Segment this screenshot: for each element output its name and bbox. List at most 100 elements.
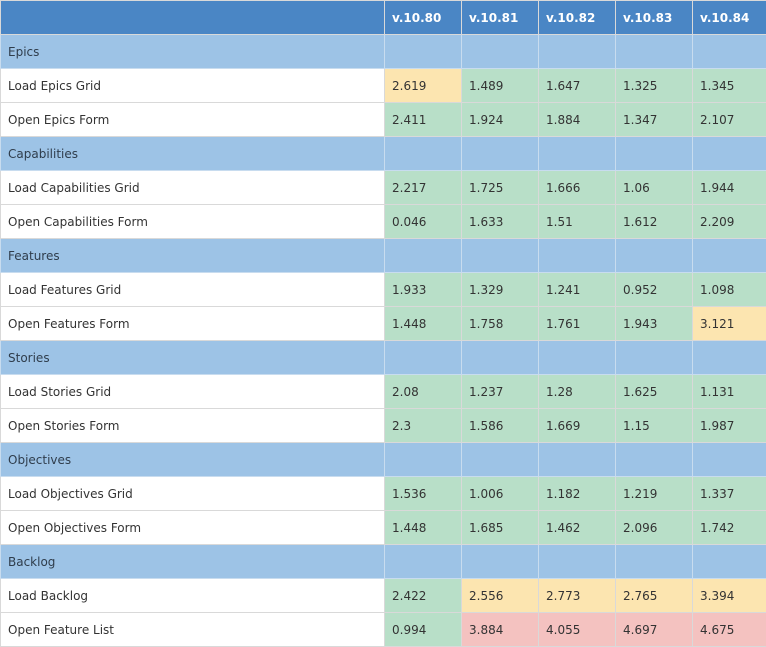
value-cell[interactable]: 2.209 [693, 205, 766, 239]
value-cell[interactable]: 1.329 [462, 273, 539, 307]
value-cell[interactable]: 2.619 [385, 69, 462, 103]
group-empty-cell [693, 341, 766, 375]
value-cell[interactable]: 1.536 [385, 477, 462, 511]
group-empty-cell [616, 137, 693, 171]
value-cell[interactable]: 1.345 [693, 69, 766, 103]
value-cell[interactable]: 1.924 [462, 103, 539, 137]
group-label: Backlog [1, 545, 385, 579]
group-empty-cell [385, 35, 462, 69]
value-cell[interactable]: 1.219 [616, 477, 693, 511]
value-cell[interactable]: 1.933 [385, 273, 462, 307]
value-cell[interactable]: 1.241 [539, 273, 616, 307]
value-cell[interactable]: 1.325 [616, 69, 693, 103]
value-cell[interactable]: 1.742 [693, 511, 766, 545]
value-cell[interactable]: 4.675 [693, 613, 766, 647]
value-cell[interactable]: 2.096 [616, 511, 693, 545]
column-header[interactable]: v.10.80 [385, 1, 462, 35]
group-empty-cell [693, 443, 766, 477]
value-cell[interactable]: 1.489 [462, 69, 539, 103]
value-cell[interactable]: 1.28 [539, 375, 616, 409]
column-header[interactable]: v.10.83 [616, 1, 693, 35]
group-row: Stories [1, 341, 766, 375]
value-cell[interactable]: 3.394 [693, 579, 766, 613]
value-cell[interactable]: 1.586 [462, 409, 539, 443]
group-row: Objectives [1, 443, 766, 477]
value-cell[interactable]: 1.669 [539, 409, 616, 443]
value-cell[interactable]: 1.448 [385, 307, 462, 341]
value-cell[interactable]: 1.761 [539, 307, 616, 341]
value-cell[interactable]: 3.884 [462, 613, 539, 647]
value-cell[interactable]: 2.422 [385, 579, 462, 613]
value-cell[interactable]: 2.765 [616, 579, 693, 613]
value-cell[interactable]: 0.994 [385, 613, 462, 647]
value-cell[interactable]: 2.411 [385, 103, 462, 137]
column-header[interactable]: v.10.84 [693, 1, 766, 35]
group-label: Stories [1, 341, 385, 375]
group-label: Features [1, 239, 385, 273]
value-cell[interactable]: 1.51 [539, 205, 616, 239]
group-empty-cell [385, 443, 462, 477]
header-row: v.10.80 v.10.81 v.10.82 v.10.83 v.10.84 [1, 1, 766, 35]
value-cell[interactable]: 1.347 [616, 103, 693, 137]
value-cell[interactable]: 1.943 [616, 307, 693, 341]
value-cell[interactable]: 1.098 [693, 273, 766, 307]
value-cell[interactable]: 2.3 [385, 409, 462, 443]
value-cell[interactable]: 4.055 [539, 613, 616, 647]
value-cell[interactable]: 1.666 [539, 171, 616, 205]
value-cell[interactable]: 2.773 [539, 579, 616, 613]
group-empty-cell [462, 35, 539, 69]
value-cell[interactable]: 0.046 [385, 205, 462, 239]
value-cell[interactable]: 1.758 [462, 307, 539, 341]
value-cell[interactable]: 1.237 [462, 375, 539, 409]
value-cell[interactable]: 1.006 [462, 477, 539, 511]
group-empty-cell [693, 137, 766, 171]
value-cell[interactable]: 3.121 [693, 307, 766, 341]
value-cell[interactable]: 1.647 [539, 69, 616, 103]
value-cell[interactable]: 1.612 [616, 205, 693, 239]
column-header[interactable]: v.10.82 [539, 1, 616, 35]
group-row: Backlog [1, 545, 766, 579]
value-cell[interactable]: 1.685 [462, 511, 539, 545]
group-label: Epics [1, 35, 385, 69]
group-empty-cell [616, 341, 693, 375]
value-cell[interactable]: 1.625 [616, 375, 693, 409]
column-header[interactable]: v.10.81 [462, 1, 539, 35]
value-cell[interactable]: 1.337 [693, 477, 766, 511]
value-cell[interactable]: 4.697 [616, 613, 693, 647]
group-empty-cell [539, 443, 616, 477]
value-cell[interactable]: 1.131 [693, 375, 766, 409]
value-cell[interactable]: 1.633 [462, 205, 539, 239]
value-cell[interactable]: 2.556 [462, 579, 539, 613]
value-cell[interactable]: 1.182 [539, 477, 616, 511]
value-cell[interactable]: 1.448 [385, 511, 462, 545]
value-cell[interactable]: 2.107 [693, 103, 766, 137]
value-cell[interactable]: 2.217 [385, 171, 462, 205]
value-cell[interactable]: 0.952 [616, 273, 693, 307]
row-label: Load Objectives Grid [1, 477, 385, 511]
row-label: Open Feature List [1, 613, 385, 647]
value-cell[interactable]: 1.944 [693, 171, 766, 205]
value-cell[interactable]: 1.884 [539, 103, 616, 137]
value-cell[interactable]: 1.15 [616, 409, 693, 443]
value-cell[interactable]: 1.06 [616, 171, 693, 205]
value-cell[interactable]: 1.987 [693, 409, 766, 443]
group-empty-cell [693, 35, 766, 69]
value-cell[interactable]: 1.725 [462, 171, 539, 205]
value-cell[interactable]: 1.462 [539, 511, 616, 545]
value-cell[interactable]: 2.08 [385, 375, 462, 409]
row-label: Open Epics Form [1, 103, 385, 137]
